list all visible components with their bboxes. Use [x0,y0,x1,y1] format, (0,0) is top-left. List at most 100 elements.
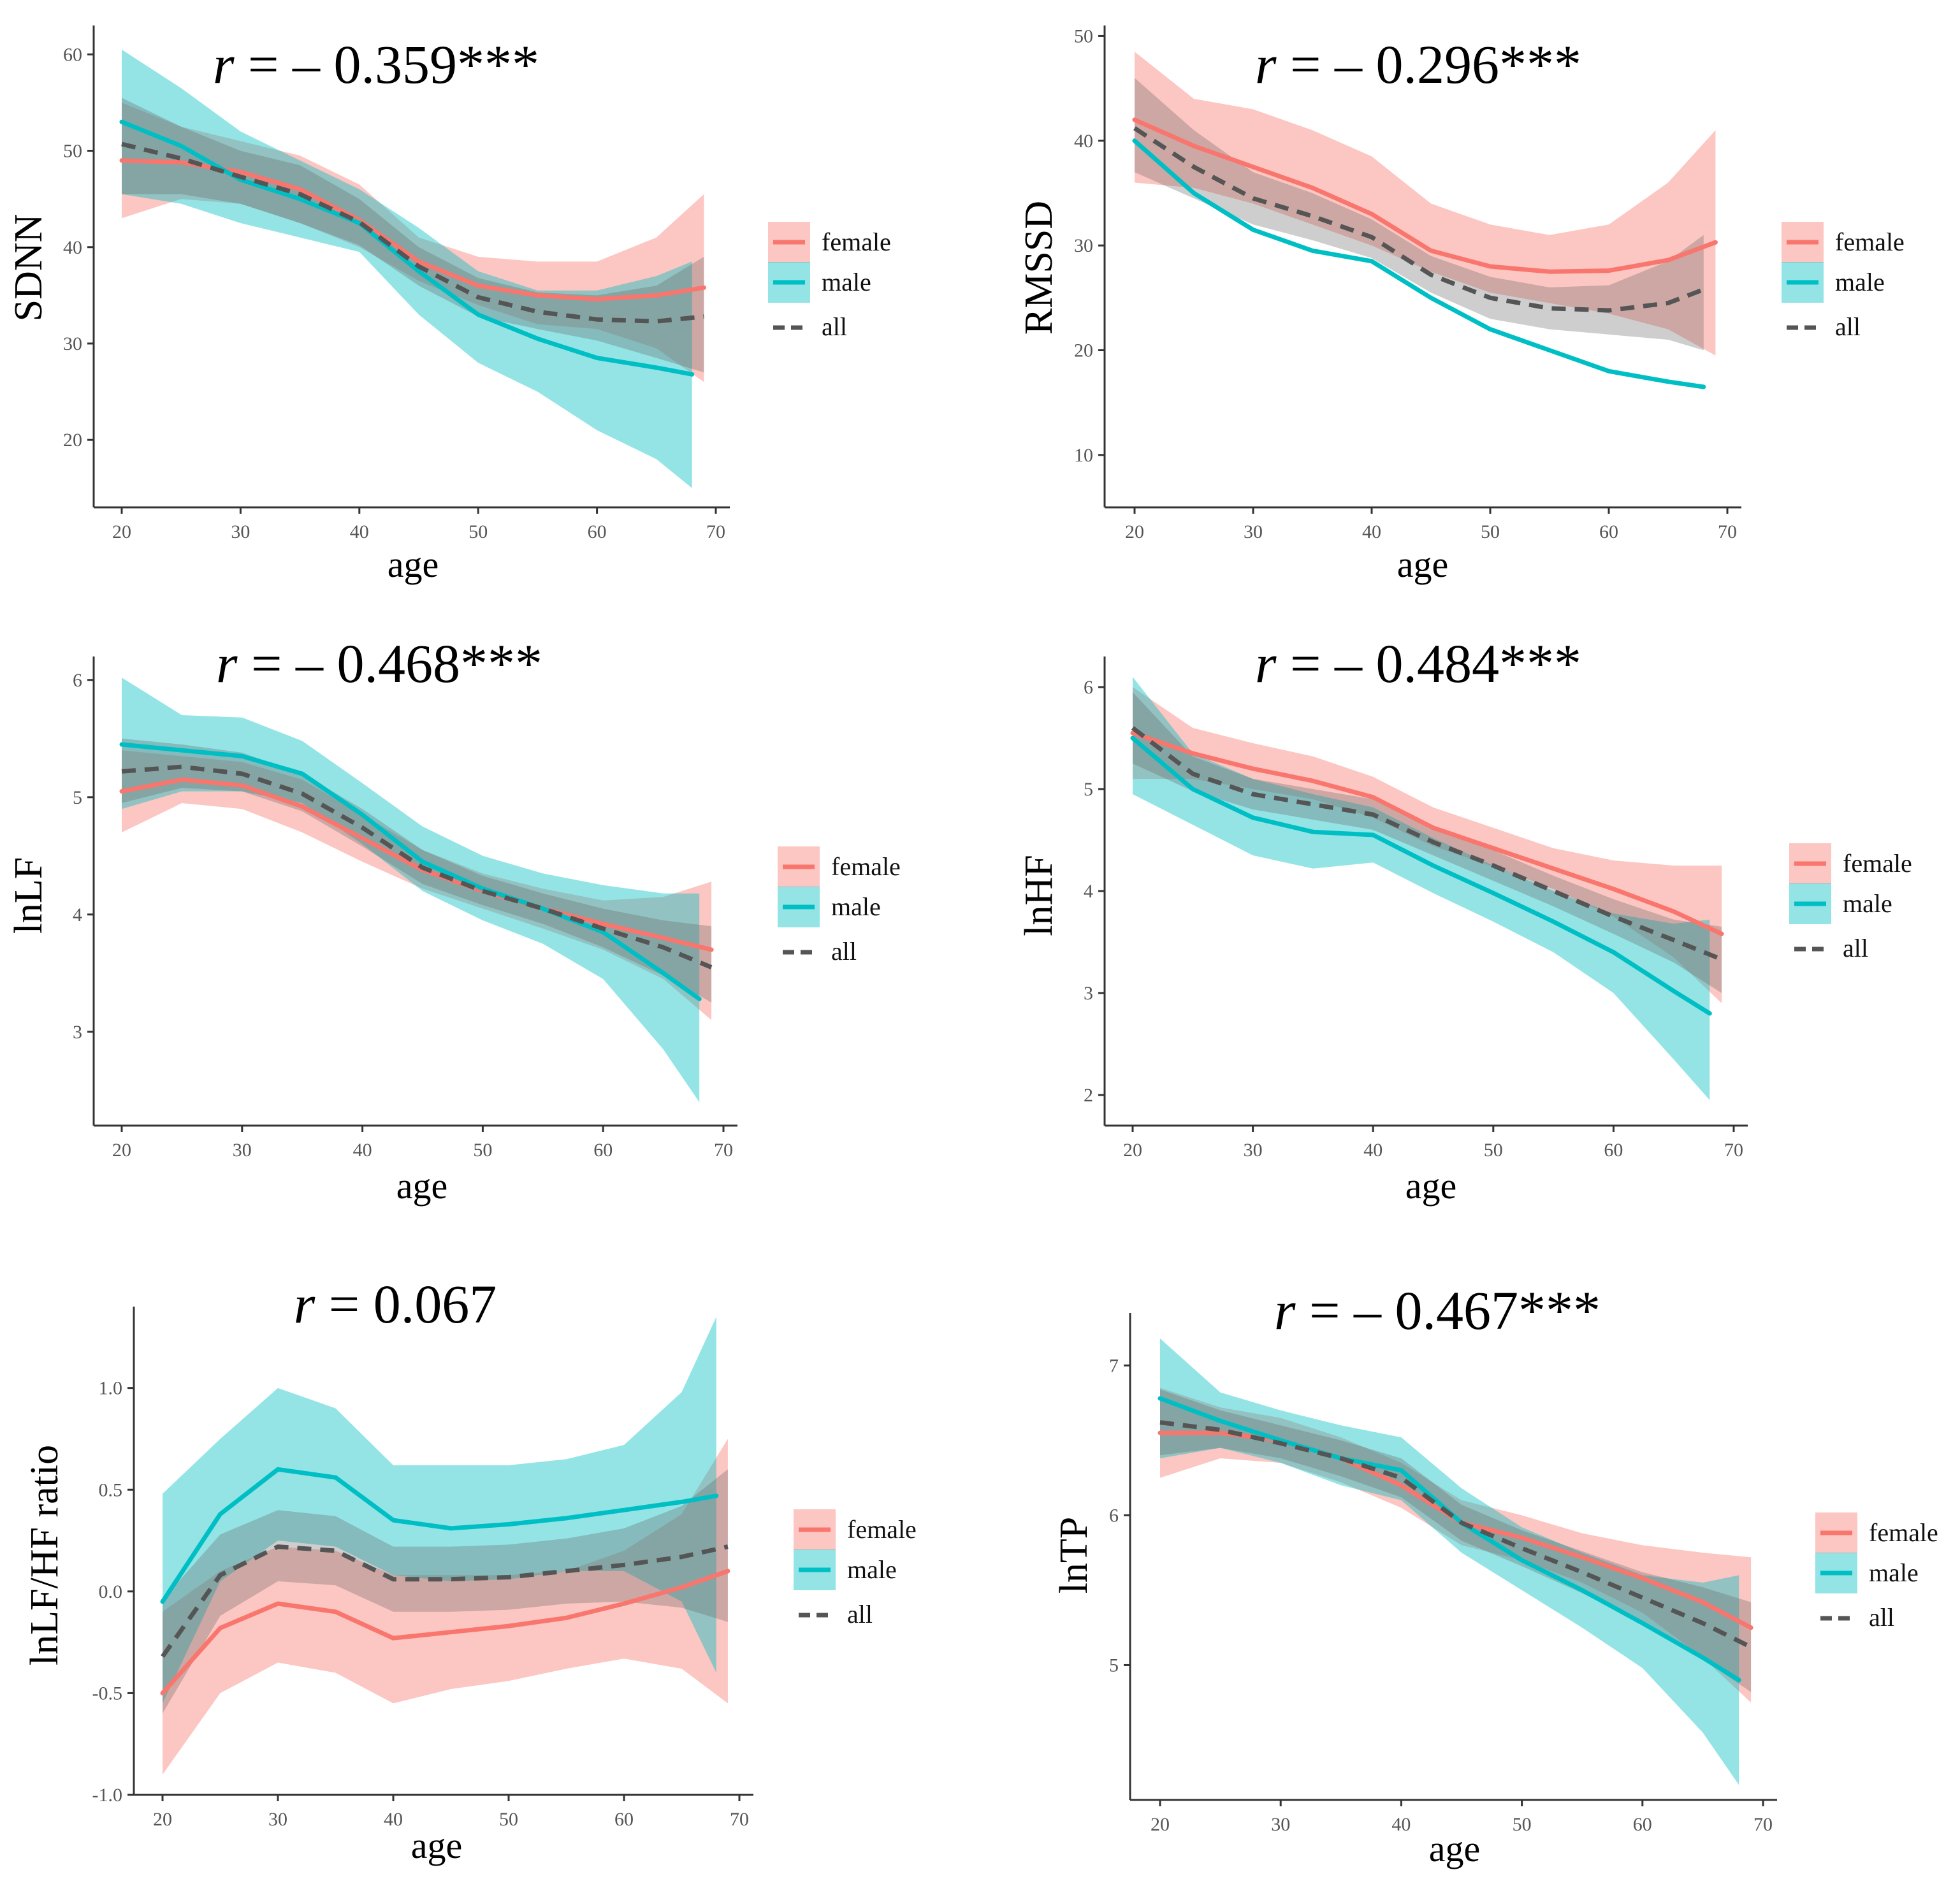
x-tick-label: 70 [1724,1140,1743,1161]
y-tick-label: 4 [1084,881,1093,902]
x-tick-label: 70 [730,1809,749,1830]
line-male [1130,736,1712,1016]
x-tick-label: 20 [1123,1140,1142,1161]
y-tick-label: 30 [63,333,82,354]
title-value: = – 0.296*** [1276,34,1581,95]
y-tick-label: 20 [1074,340,1093,361]
x-tick-label: 70 [1753,1814,1773,1835]
chart-title: r = – 0.468*** [216,633,542,694]
line-all [121,764,713,969]
line-female [160,1569,730,1695]
line-all [1131,726,1723,962]
band-male [122,49,692,488]
y-axis-label: lnLF/HF ratio [23,1445,66,1665]
band-all [163,1469,728,1714]
panel-sdnn: 20 30 40 50 60 70 20 30 40 50 60 r = – 0.359*** age S… [7,25,891,585]
chart-title: r = – 0.467*** [1274,1280,1601,1341]
x-tick-label: 20 [1125,521,1144,542]
title-r: r [294,1273,316,1335]
band-female [1133,687,1722,1003]
panel-rmssd: 20 30 40 50 60 70 10 20 30 40 50 r = – 0.296*** age R… [1017,25,1905,585]
y-tick-label: 6 [73,670,82,691]
legend-label-male: male [1843,889,1892,918]
x-axis-label: age [411,1825,463,1866]
x-tick-label: 30 [231,521,250,542]
y-tick-label: 40 [1074,131,1093,152]
title-value: = – 0.468*** [237,633,542,694]
line-male [1132,138,1706,389]
band-all [122,98,704,373]
x-tick-label: 50 [1484,1140,1503,1161]
x-tick-label: 20 [153,1809,172,1830]
legend-label-female: female [1835,228,1905,256]
x-tick-label: 50 [499,1809,518,1830]
x-tick-label: 70 [1718,521,1737,542]
x-axis-label: age [1397,544,1449,585]
x-tick-label: 30 [233,1140,252,1161]
x-tick-label: 50 [473,1140,492,1161]
y-tick-label: -1.0 [92,1785,123,1806]
y-tick-label: 2 [1084,1085,1093,1106]
y-tick-label: 5 [1084,779,1093,800]
line-all [161,1544,729,1658]
band-male [122,678,700,1103]
legend: female male all [794,1509,917,1628]
x-tick-label: 50 [1513,1814,1532,1835]
x-tick-label: 60 [1599,521,1618,542]
y-tick-label: 5 [73,787,82,808]
title-value: = 0.067 [315,1273,497,1335]
x-tick-label: 20 [112,521,131,542]
panel-lnlfhf: 20 30 40 50 60 70 -1.0 -0.5 0.0 0.5 1.0 r = 0.067 ag… [23,1273,917,1866]
x-tick-label: 20 [1151,1814,1170,1835]
x-tick-label: 40 [384,1809,403,1830]
y-tick-label: -0.5 [92,1683,123,1704]
legend-label-all: all [1843,934,1868,962]
y-tick-label: 40 [63,237,82,258]
y-tick-label: 0.0 [99,1581,123,1602]
legend-label-all: all [822,312,847,341]
x-tick-label: 30 [1244,521,1263,542]
legend-label-all: all [847,1600,873,1628]
line-all [121,141,704,324]
title-r: r [1255,34,1277,95]
panel-lnhf: 20 30 40 50 60 70 2 3 4 5 6 r = – 0.484*** age lnHF fe… [1017,633,1912,1207]
y-axis-label: lnTP [1052,1517,1096,1594]
x-axis-label: age [388,544,439,585]
y-tick-label: 4 [73,904,82,925]
y-axis-label: lnHF [1017,855,1061,936]
line-female [1130,730,1724,936]
legend: female male all [768,222,891,341]
chart-title: r = – 0.296*** [1255,34,1581,95]
title-r: r [216,633,238,694]
legend-label-male: male [831,892,881,921]
legend: female male all [1815,1512,1938,1632]
chart-title: r = – 0.484*** [1255,633,1581,694]
band-all [1135,78,1704,351]
band-all [122,738,712,1003]
band-male [163,1317,716,1704]
x-axis-label: age [1405,1165,1457,1207]
x-axis-label: age [396,1165,448,1207]
y-tick-label: 7 [1109,1355,1119,1376]
x-tick-label: 20 [112,1140,131,1161]
chart-title: r = – 0.359*** [213,34,539,95]
band-female [163,1439,728,1775]
x-tick-label: 50 [468,521,488,542]
legend-label-all: all [1869,1603,1894,1632]
chart-title: r = 0.067 [294,1273,497,1335]
line-male [119,742,702,1001]
legend-label-all: all [1835,312,1861,341]
legend-label-female: female [822,228,891,256]
y-tick-label: 50 [63,141,82,162]
y-tick-label: 6 [1109,1505,1119,1526]
legend-label-female: female [831,852,901,881]
y-tick-label: 50 [1074,25,1093,47]
y-axis-label: SDNN [7,214,50,322]
panel-lnlf: 20 30 40 50 60 70 3 4 5 6 r = – 0.468*** age lnLF fem… [7,633,901,1207]
x-tick-label: 40 [1363,1140,1383,1161]
x-tick-label: 40 [1362,521,1381,542]
band-female [1160,1388,1752,1703]
y-tick-label: 30 [1074,235,1093,256]
y-axis-label: lnLF [7,857,50,934]
